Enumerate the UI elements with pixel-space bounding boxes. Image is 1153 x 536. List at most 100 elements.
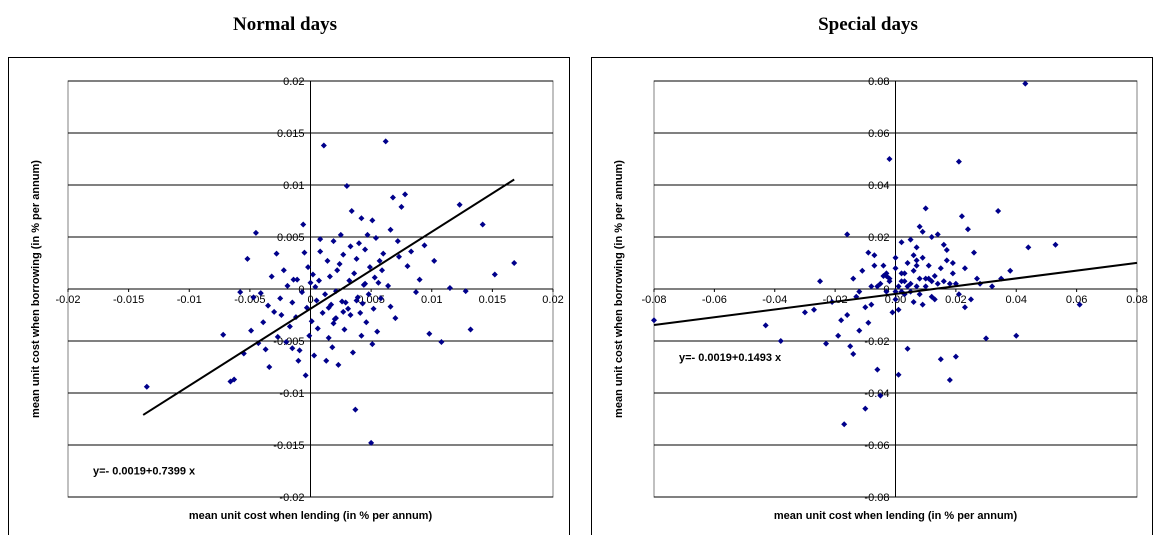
- data-point: [931, 296, 938, 303]
- data-point: [366, 264, 373, 271]
- data-point: [371, 274, 378, 281]
- data-point: [871, 262, 878, 269]
- data-point: [886, 278, 893, 285]
- data-point: [257, 290, 264, 297]
- y-tick-label: 0.015: [277, 128, 305, 140]
- data-point: [311, 352, 318, 359]
- data-point: [862, 304, 869, 311]
- data-point: [919, 228, 926, 235]
- data-point: [955, 291, 962, 298]
- data-point: [382, 138, 389, 145]
- data-point: [928, 234, 935, 240]
- data-point: [308, 318, 315, 325]
- data-point: [408, 248, 415, 255]
- data-point: [479, 221, 486, 228]
- data-point: [970, 249, 977, 256]
- data-point: [340, 251, 347, 258]
- data-point: [868, 301, 875, 308]
- data-point: [320, 142, 327, 149]
- data-point: [352, 406, 359, 413]
- data-point: [438, 339, 445, 346]
- data-point: [1052, 241, 1059, 248]
- data-point: [1025, 244, 1032, 251]
- data-point: [964, 226, 971, 233]
- data-point: [250, 294, 257, 301]
- data-point: [362, 280, 369, 287]
- data-point: [946, 377, 953, 383]
- data-point: [801, 309, 808, 316]
- data-point: [446, 284, 453, 291]
- x-tick-label: -0.02: [55, 294, 80, 306]
- x-tick-label: -0.015: [113, 294, 144, 306]
- data-point: [307, 279, 314, 286]
- data-point: [377, 295, 384, 302]
- data-point: [904, 283, 911, 290]
- data-point: [919, 301, 926, 308]
- data-point: [919, 254, 926, 261]
- data-point: [844, 312, 851, 318]
- data-point: [916, 291, 923, 298]
- chart-title: Special days: [818, 14, 918, 35]
- data-point: [237, 289, 244, 296]
- y-axis-title: mean unit cost when borrowing (in % per …: [30, 160, 42, 418]
- chart-frame: -0.08-0.06-0.04-0.020.000.020.040.060.08…: [591, 57, 1153, 535]
- data-point: [330, 320, 337, 327]
- data-point: [295, 357, 302, 364]
- data-point: [949, 270, 956, 277]
- data-point: [315, 277, 322, 284]
- data-point: [273, 250, 280, 257]
- data-point: [289, 299, 296, 306]
- data-point: [244, 255, 251, 262]
- data-point: [904, 260, 911, 266]
- data-point: [491, 271, 498, 278]
- data-point: [341, 326, 348, 333]
- trendline: [653, 261, 1138, 326]
- data-point: [296, 347, 303, 354]
- data-point: [271, 308, 278, 315]
- data-point: [392, 315, 399, 322]
- data-point: [880, 262, 887, 269]
- data-point: [777, 338, 784, 344]
- data-point: [325, 304, 332, 311]
- data-point: [940, 241, 947, 248]
- data-point: [856, 288, 863, 295]
- data-point: [862, 405, 869, 412]
- data-point: [332, 288, 339, 295]
- data-point: [356, 240, 362, 247]
- x-axis-title: mean unit cost when lending (in % per an…: [189, 510, 433, 522]
- data-point: [345, 305, 352, 312]
- x-tick-label: 0.02: [542, 294, 563, 306]
- data-point: [322, 291, 329, 298]
- data-point: [910, 299, 917, 305]
- data-point: [850, 275, 857, 282]
- data-point: [1076, 301, 1083, 308]
- data-point: [376, 257, 383, 264]
- data-point: [248, 327, 255, 334]
- chart-panel-normal-days: Normal days -0.02 -0.015 -0.01 -0.005 0 0.005…: [0, 0, 570, 535]
- x-tick-label: -0.005: [234, 294, 265, 306]
- y-tick-label: 0.08: [868, 76, 889, 88]
- data-point: [359, 300, 366, 307]
- data-point: [898, 239, 905, 246]
- y-tick-label: -0.08: [864, 492, 889, 504]
- scatter-chart-special-days: -0.08-0.06-0.04-0.020.000.020.040.060.08…: [613, 76, 1148, 522]
- data-point: [904, 345, 911, 352]
- data-point: [231, 376, 238, 383]
- data-point: [892, 265, 899, 272]
- data-point: [426, 330, 433, 337]
- data-point: [1007, 267, 1014, 274]
- data-point: [651, 317, 657, 324]
- data-point: [319, 309, 326, 316]
- data-point: [850, 351, 857, 357]
- trendline-equation: y=- 0.0019+0.7399 x: [93, 466, 196, 478]
- data-point: [283, 339, 290, 346]
- data-point: [989, 283, 996, 290]
- data-point: [913, 244, 920, 251]
- chart-title: Normal days: [233, 14, 337, 35]
- data-point: [278, 312, 285, 318]
- data-point: [868, 283, 875, 290]
- data-point: [952, 353, 959, 360]
- data-point: [317, 248, 324, 255]
- data-point: [871, 252, 878, 259]
- data-point: [874, 366, 881, 373]
